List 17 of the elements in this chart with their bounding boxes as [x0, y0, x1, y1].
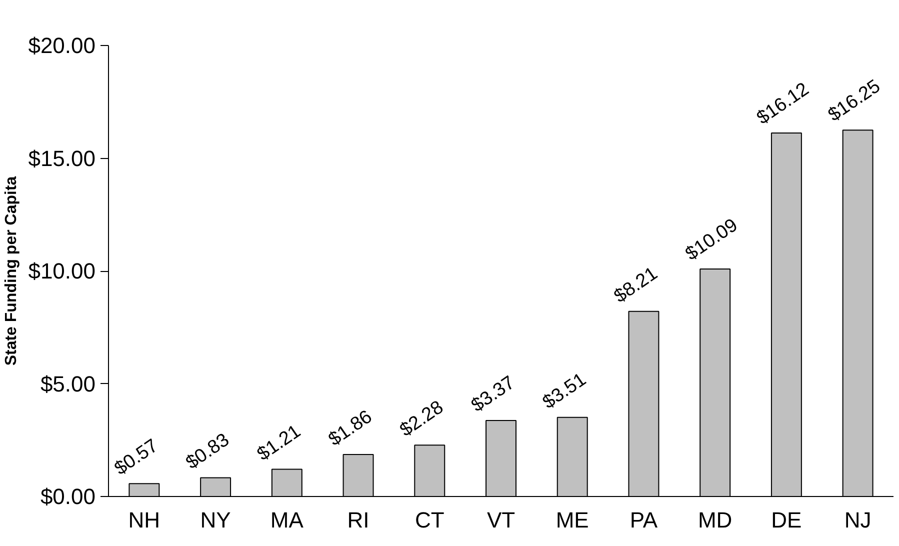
- y-axis-title: State Funding per Capita: [3, 176, 20, 366]
- y-tick-label: $10.00: [28, 258, 96, 284]
- x-tick-label: MD: [698, 508, 732, 532]
- x-tick-label: RI: [347, 508, 370, 532]
- x-tick-label: ME: [556, 508, 589, 532]
- x-tick-label: DE: [771, 508, 802, 532]
- x-tick-label: VT: [486, 508, 516, 532]
- y-tick-label: $0.00: [40, 484, 96, 509]
- x-tick-label: NJ: [844, 508, 872, 532]
- x-tick-label: CT: [414, 508, 444, 532]
- x-tick-label: NY: [200, 508, 232, 532]
- x-tick-label: MA: [270, 508, 304, 532]
- y-tick-label: $20.00: [28, 33, 96, 58]
- x-tick-label: PA: [630, 508, 658, 532]
- y-tick-label: $5.00: [40, 371, 96, 396]
- y-tick-label: $15.00: [28, 146, 96, 171]
- x-tick-label: NH: [128, 508, 160, 532]
